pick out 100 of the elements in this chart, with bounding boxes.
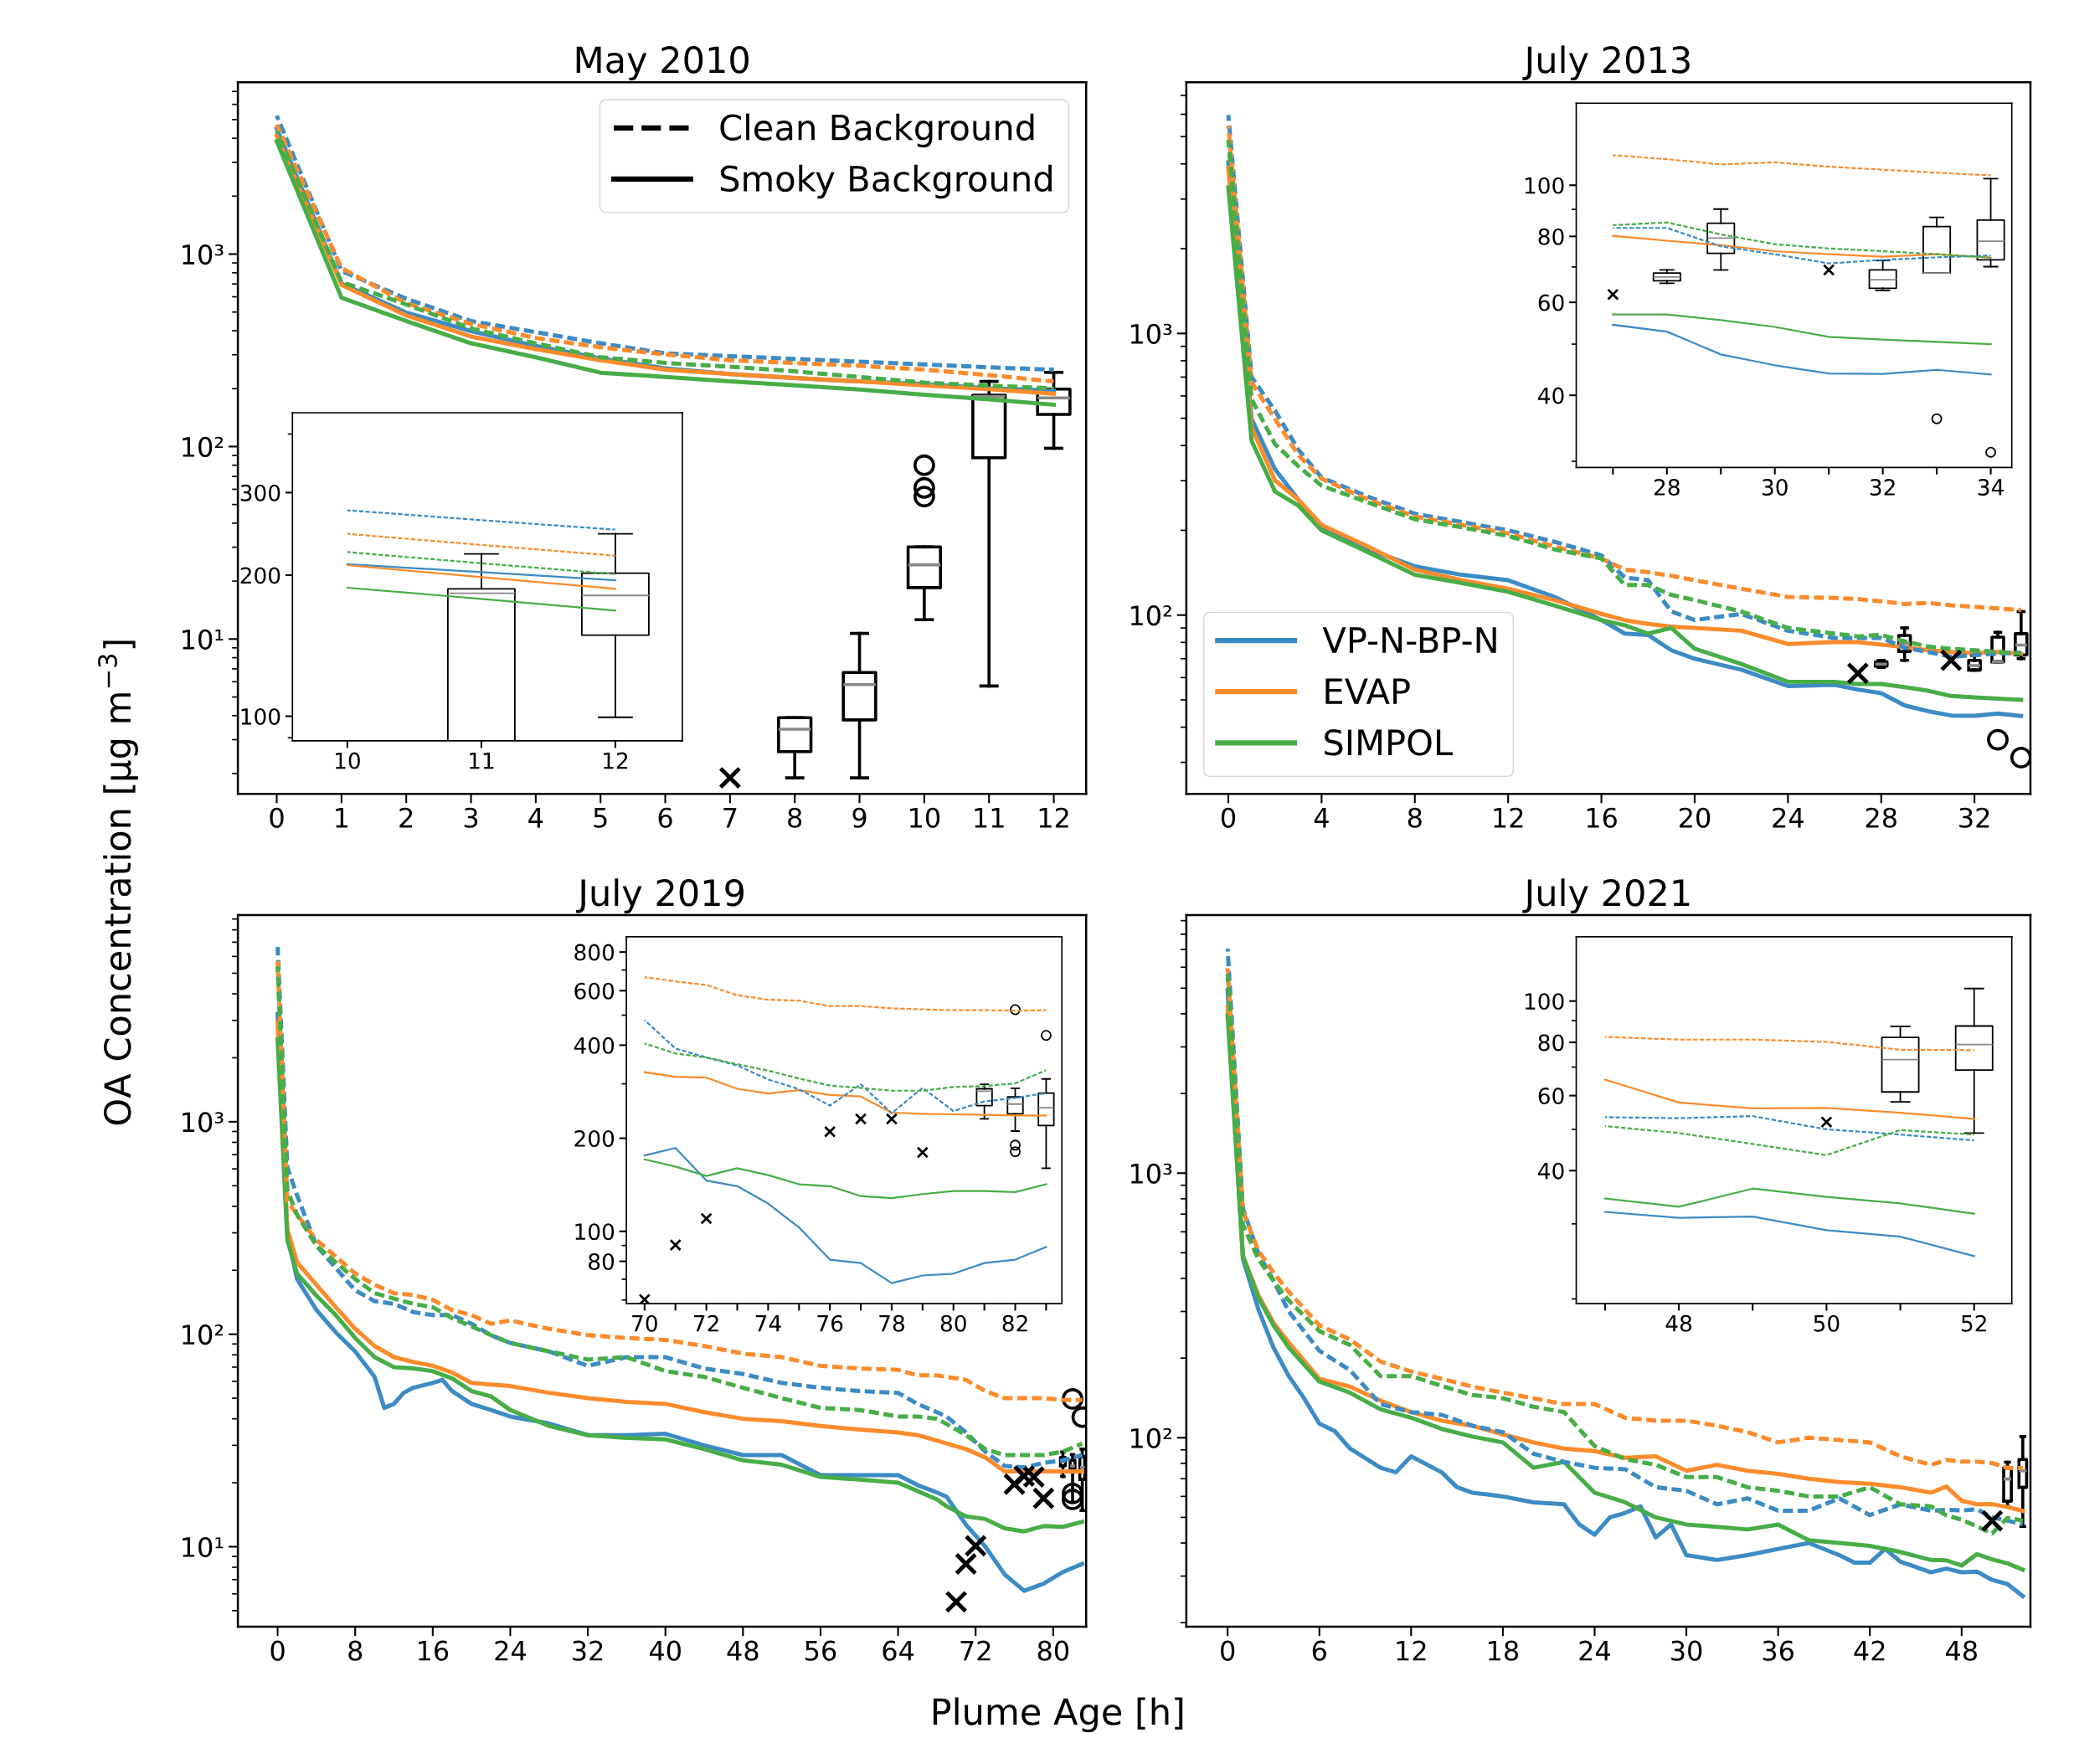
y-tick-label: 10² — [183, 1324, 224, 1345]
x-tick-label: 1 — [336, 808, 348, 828]
y-tick-label: 10³ — [183, 244, 224, 265]
x-tick-label: 10 — [335, 752, 360, 769]
point — [700, 1212, 713, 1225]
x-tick-label: 11 — [470, 752, 494, 769]
y-tick-label: 10³ — [183, 1112, 224, 1133]
x-tick-label: 24 — [1773, 807, 1804, 828]
line-series — [1603, 1211, 1975, 1257]
point — [1002, 1473, 1027, 1496]
chart-title: July 2013 — [1522, 45, 1690, 81]
x-tick-label: 3 — [464, 807, 478, 828]
y-tick-label: 10³ — [1130, 1163, 1172, 1184]
x-tick-label: 50 — [1814, 1314, 1840, 1332]
y-tick-label: 100 — [1525, 177, 1564, 194]
y-tick-label: 40 — [1538, 387, 1564, 404]
x-tick-label: 48 — [1946, 1640, 1977, 1661]
point — [1012, 1464, 1036, 1488]
y-tick-label: 10² — [1130, 605, 1171, 626]
x-tick-label: 10 — [910, 807, 940, 828]
x-tick-label: 32 — [1870, 479, 1895, 496]
x-tick-label: 4 — [528, 808, 543, 828]
x-tick-label: 28 — [1866, 807, 1896, 828]
line-series — [1603, 1115, 1975, 1142]
line-series — [1612, 234, 1992, 259]
x-tick-label: 2 — [399, 807, 413, 828]
y-tick-label: 60 — [1538, 1088, 1564, 1105]
x-tick-label: 0 — [270, 1640, 285, 1661]
line-series — [1612, 313, 1992, 346]
y-tick-label: 60 — [1538, 294, 1564, 311]
x-tick-label: 80 — [940, 1314, 966, 1332]
x-tick-label: 32 — [1959, 807, 1989, 828]
x-tick-label: 76 — [817, 1314, 843, 1332]
y-tick-label: 10³ — [1130, 323, 1172, 344]
legend-label: Clean Background — [720, 113, 1034, 148]
line-series — [1612, 221, 1992, 259]
x-tick-label: 48 — [1665, 1314, 1692, 1332]
x-tick-label: 34 — [1978, 479, 2004, 496]
x-tick-label: 52 — [1961, 1314, 1986, 1332]
point — [885, 1113, 898, 1125]
x-tick-label: 82 — [1002, 1314, 1027, 1332]
x-tick-label: 12 — [1494, 807, 1523, 828]
point — [823, 1125, 836, 1138]
line-series — [1603, 1187, 1975, 1215]
point — [854, 1113, 867, 1125]
y-axis-title: OA Concentration [µg m$^{−3}$] — [98, 640, 138, 1125]
y-tick-label: 80 — [1538, 228, 1564, 245]
line-series — [1612, 227, 1992, 265]
y-tick-label: 80 — [1538, 1034, 1564, 1052]
y-tick-label: 300 — [240, 484, 280, 501]
y-tick-label: 10² — [1130, 1427, 1171, 1448]
x-axis-title: Plume Age [h] — [933, 1697, 1183, 1733]
x-tick-label: 11 — [975, 808, 1004, 828]
x-tick-label: 70 — [632, 1314, 657, 1332]
x-tick-label: 56 — [805, 1640, 836, 1661]
legend-label: EVAP — [1325, 678, 1410, 704]
y-tick-label: 40 — [1538, 1162, 1564, 1180]
line-series — [1603, 1078, 1975, 1120]
x-tick-label: 12 — [604, 752, 628, 769]
x-tick-label: 0 — [270, 807, 284, 828]
chart-title: July 2021 — [1522, 878, 1690, 913]
x-tick-label: 24 — [1579, 1640, 1611, 1661]
x-tick-label: 72 — [960, 1640, 991, 1661]
x-tick-label: 12 — [1039, 807, 1068, 828]
legend-label: Smoky Background — [720, 164, 1052, 199]
point — [1022, 1465, 1046, 1489]
x-tick-label: 30 — [1671, 1640, 1702, 1661]
x-tick-label: 18 — [1489, 1640, 1519, 1661]
x-tick-label: 20 — [1679, 807, 1711, 828]
x-tick-label: 30 — [1762, 479, 1788, 496]
point — [964, 1534, 987, 1557]
line-series — [643, 1147, 1047, 1284]
x-tick-label: 8 — [1408, 807, 1422, 828]
x-tick-label: 42 — [1854, 1640, 1885, 1661]
y-tick-label: 200 — [574, 1130, 615, 1147]
x-tick-label: 36 — [1763, 1640, 1794, 1661]
chart-title: May 2010 — [576, 46, 749, 81]
x-tick-label: 28 — [1654, 479, 1680, 496]
x-tick-label: 12 — [1397, 1640, 1426, 1661]
y-tick-label: 200 — [240, 567, 280, 584]
y-tick-label: 100 — [1525, 993, 1564, 1011]
legend-label: SIMPOL — [1325, 729, 1453, 756]
x-tick-label: 6 — [1312, 1640, 1326, 1661]
y-tick-label: 10¹ — [183, 1536, 224, 1558]
x-tick-label: 48 — [727, 1640, 759, 1661]
y-tick-label: 10¹ — [183, 629, 224, 650]
line-series — [1612, 323, 1992, 376]
line-series — [643, 1158, 1047, 1200]
x-tick-label: 5 — [594, 808, 607, 828]
y-tick-label: 10² — [183, 436, 224, 457]
x-tick-label: 0 — [1221, 807, 1236, 828]
x-tick-label: 16 — [419, 1640, 449, 1661]
point — [916, 1146, 929, 1159]
point — [1032, 1487, 1055, 1510]
x-tick-label: 8 — [788, 807, 802, 828]
line-series — [643, 1019, 1047, 1114]
x-tick-label: 0 — [1221, 1640, 1235, 1661]
x-tick-label: 64 — [883, 1640, 914, 1661]
x-tick-label: 24 — [495, 1640, 526, 1661]
x-tick-label: 72 — [693, 1314, 718, 1332]
